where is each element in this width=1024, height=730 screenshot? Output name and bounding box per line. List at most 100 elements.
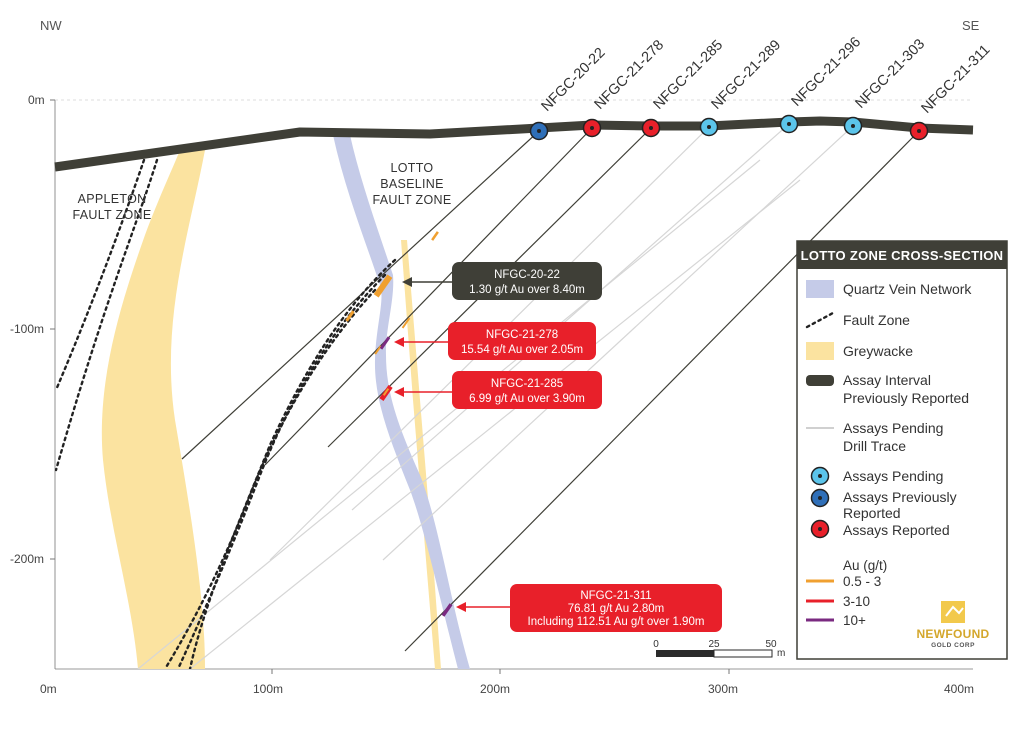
- drill-hole-labels: NFGC-20-22 NFGC-21-278 NFGC-21-285 NFGC-…: [539, 34, 994, 117]
- assay-tick-4: [374, 345, 382, 355]
- zone-label-line: FAULT ZONE: [73, 208, 152, 222]
- collar-nfgc-21-278[interactable]: [582, 118, 602, 138]
- callout-arrow-head: [402, 277, 412, 287]
- callout-value: 1.30 g/t Au over 8.40m: [469, 284, 585, 296]
- compass-se: SE: [962, 18, 980, 33]
- collar-nfgc-21-311[interactable]: [909, 121, 929, 141]
- legend-label-assays-prev-2: Reported: [843, 505, 901, 521]
- collar-dot: [917, 129, 921, 133]
- fault-lotto-3: [163, 288, 377, 669]
- scale-label-0: 0: [653, 639, 659, 650]
- callout-box: [452, 262, 602, 300]
- legend-label-assays-reported: Assays Reported: [843, 522, 950, 538]
- callout-nfgc-21-285[interactable]: NFGC-21-285 6.99 g/t Au over 3.90m: [394, 371, 602, 409]
- legend: LOTTO ZONE CROSS-SECTION Quartz Vein Net…: [796, 240, 1008, 660]
- zone-label-line: FAULT ZONE: [373, 193, 452, 207]
- legend-swatch-assay-interval: [806, 375, 834, 386]
- assay-tick-3: [401, 317, 411, 329]
- assay-tick-2: [345, 310, 355, 322]
- scale-unit: m: [777, 648, 785, 659]
- callout-nfgc-21-278[interactable]: NFGC-21-278 15.54 g/t Au over 2.05m: [394, 322, 596, 360]
- trace-pending-b: [189, 179, 801, 669]
- hole-label-nfgc-21-296: NFGC-21-296: [789, 34, 865, 110]
- x-tick-100m: 100m: [253, 682, 283, 696]
- zone-label-line: BASELINE: [380, 177, 444, 191]
- legend-label-assays-pending: Assays Pending: [843, 468, 943, 484]
- fault-zones: [55, 158, 397, 669]
- trace-nfgc-21-303: [382, 125, 854, 561]
- newfound-logo: NEWFOUND GOLD CORP: [916, 601, 989, 649]
- legend-label-quartz: Quartz Vein Network: [843, 281, 972, 297]
- legend-au-label-low: 0.5 - 3: [843, 574, 881, 589]
- legend-label-pending-trace-2: Drill Trace: [843, 438, 906, 454]
- legend-au-label-high: 10+: [843, 613, 866, 628]
- assay-tick-1: [431, 231, 439, 241]
- collar-nfgc-21-296[interactable]: [779, 114, 799, 134]
- legend-label-assay-interval-2: Previously Reported: [843, 390, 969, 406]
- legend-au-title: Au (g/t): [843, 558, 887, 573]
- collar-nfgc-21-285[interactable]: [641, 118, 661, 138]
- callout-title: NFGC-21-311: [580, 590, 651, 602]
- fault-appleton-1: [55, 158, 146, 392]
- x-tick-300m: 300m: [708, 682, 738, 696]
- collar-nfgc-21-289[interactable]: [699, 117, 719, 137]
- legend-swatch-greywacke: [806, 342, 834, 360]
- callout-title: NFGC-20-22: [494, 269, 560, 281]
- legend-header: [797, 241, 1007, 269]
- callout-box: [448, 322, 596, 360]
- legend-swatch-quartz: [806, 280, 834, 298]
- hole-label-nfgc-21-311: NFGC-21-311: [919, 42, 994, 117]
- scale-bar-light-segment: [713, 649, 773, 658]
- trace-nfgc-21-296: [351, 123, 790, 511]
- collar-dot: [787, 122, 791, 126]
- y-tick-minus-200m: -200m: [10, 552, 44, 566]
- scale-label-50: 50: [765, 639, 777, 650]
- x-tick-200m: 200m: [480, 682, 510, 696]
- scale-bar-dark-segment: [656, 650, 714, 657]
- legend-swatch-fault: [805, 311, 835, 329]
- callout-nfgc-20-22[interactable]: NFGC-20-22 1.30 g/t Au over 8.40m: [402, 262, 602, 300]
- trace-nfgc-21-311: [404, 130, 920, 652]
- callout-value: 76.81 g/t Au 2.80m: [568, 603, 665, 615]
- legend-label-assays-prev: Assays Previously: [843, 489, 957, 505]
- greywacke-strip: [401, 240, 441, 669]
- legend-label-greywacke: Greywacke: [843, 343, 913, 359]
- trace-nfgc-21-278: [264, 127, 593, 466]
- callout-arrow-head: [394, 337, 404, 347]
- geology-layers: [55, 123, 920, 669]
- callout-title: NFGC-21-285: [491, 378, 563, 390]
- collar-nfgc-21-303[interactable]: [843, 116, 863, 136]
- legend-label-fault: Fault Zone: [843, 312, 910, 328]
- fault-lotto-2: [176, 273, 387, 669]
- legend-au-label-mid: 3-10: [843, 594, 870, 609]
- collar-nfgc-20-22[interactable]: [529, 121, 549, 141]
- fault-appleton-2: [55, 158, 159, 472]
- legend-label-assay-interval: Assay Interval: [843, 372, 931, 388]
- logo-name: NEWFOUND: [916, 627, 989, 641]
- drill-collars: [529, 114, 929, 141]
- logo-sub: GOLD CORP: [931, 642, 975, 649]
- assay-tick-nfgc-20-22: [373, 274, 393, 298]
- logo-mark-glyph: [945, 605, 964, 617]
- scale-label-25: 25: [708, 639, 720, 650]
- quartz-vein-network: [333, 135, 470, 669]
- appleton-fault-zone-label: APPLETON FAULT ZONE: [73, 192, 152, 222]
- callout-title: NFGC-21-278: [486, 329, 558, 341]
- callout-nfgc-21-311[interactable]: NFGC-21-311 76.81 g/t Au 2.80m Including…: [456, 584, 722, 632]
- zone-label-line: APPLETON: [78, 192, 147, 206]
- y-tick-0m: 0m: [28, 93, 45, 107]
- callout-arrow-head: [394, 387, 404, 397]
- x-tick-400m: 400m: [944, 682, 974, 696]
- collar-dot: [649, 126, 653, 130]
- callout-box: [510, 584, 722, 632]
- assay-tick-nfgc-21-278: [379, 336, 391, 350]
- y-tick-minus-100m: -100m: [10, 322, 44, 336]
- legend-label-pending-trace: Assays Pending: [843, 420, 943, 436]
- assay-intervals: [345, 231, 453, 617]
- lotto-baseline-fault-zone-label: LOTTO BASELINE FAULT ZONE: [373, 161, 452, 207]
- collar-dot: [590, 126, 594, 130]
- callout-value: 15.54 g/t Au over 2.05m: [461, 344, 583, 356]
- legend-swatch-dot: [818, 527, 822, 531]
